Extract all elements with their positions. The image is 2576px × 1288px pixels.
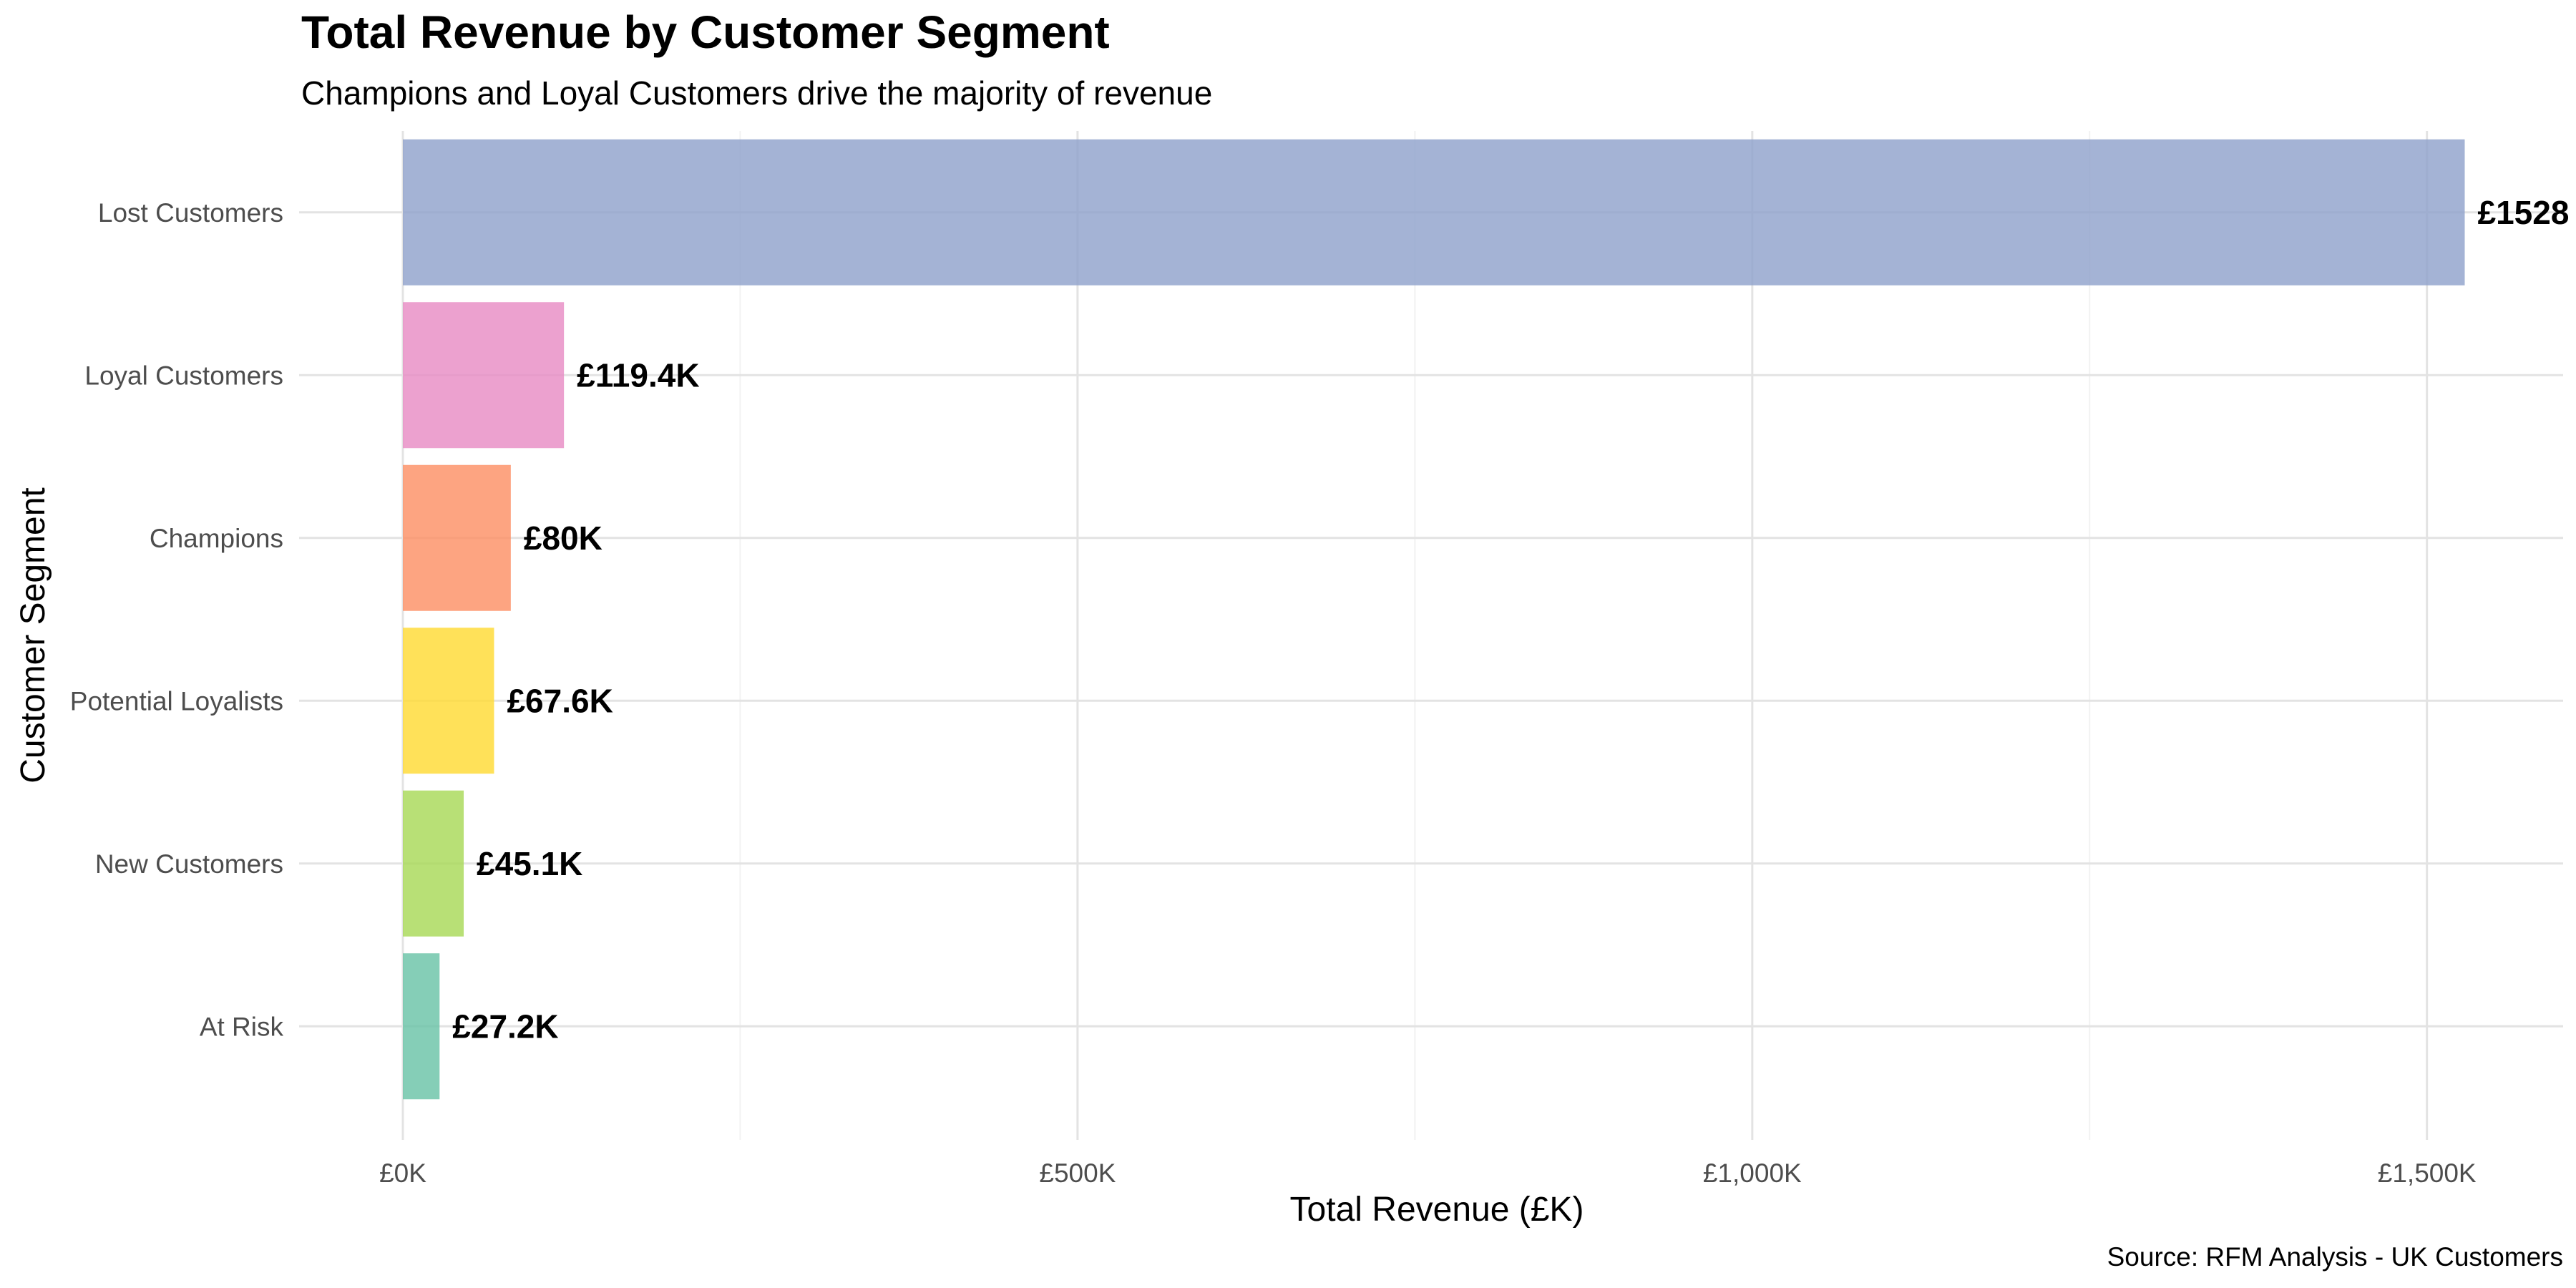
bar: [403, 790, 464, 937]
x-tick-label: £1,500K: [2378, 1158, 2477, 1188]
bar: [403, 464, 511, 611]
bars: [403, 139, 2465, 1100]
bar-data-label: £119.4K: [577, 356, 699, 394]
chart-title: Total Revenue by Customer Segment: [301, 6, 1110, 58]
x-axis-ticks: £0K £500K £1,000K £1,500K: [379, 1158, 2477, 1188]
x-axis-title: Total Revenue (£K): [1290, 1191, 1584, 1229]
y-tick-label: Champions: [150, 524, 283, 553]
bar: [403, 139, 2465, 286]
bar: [403, 628, 494, 774]
y-tick-label: New Customers: [95, 849, 283, 879]
y-axis-ticks: Lost Customers Loyal Customers Champions Po…: [70, 198, 284, 1042]
bar-data-label: £80K: [524, 519, 602, 557]
x-tick-label: £0K: [379, 1158, 426, 1188]
y-axis-title: Customer Segment: [14, 487, 52, 784]
y-tick-label: Potential Loyalists: [70, 686, 283, 716]
y-tick-label: Loyal Customers: [84, 361, 283, 390]
chart-caption: Source: RFM Analysis - UK Customers: [2107, 1242, 2563, 1272]
y-tick-label: Lost Customers: [98, 198, 283, 228]
y-tick-label: At Risk: [200, 1012, 284, 1041]
bar: [403, 302, 565, 449]
chart-subtitle: Champions and Loyal Customers drive the …: [301, 74, 1212, 112]
data-labels: £1528 £119.4K £80K £67.6K £45.1K £27.2K: [452, 194, 2569, 1045]
grid: [299, 131, 2563, 1140]
x-tick-label: £1,000K: [1703, 1158, 1802, 1188]
bar-data-label: £67.6K: [507, 682, 613, 719]
x-tick-label: £500K: [1039, 1158, 1116, 1188]
bar: [403, 953, 440, 1100]
bar-data-label: £45.1K: [477, 845, 582, 882]
bar-data-label: £27.2K: [452, 1008, 558, 1045]
bar-data-label: £1528: [2478, 194, 2570, 231]
